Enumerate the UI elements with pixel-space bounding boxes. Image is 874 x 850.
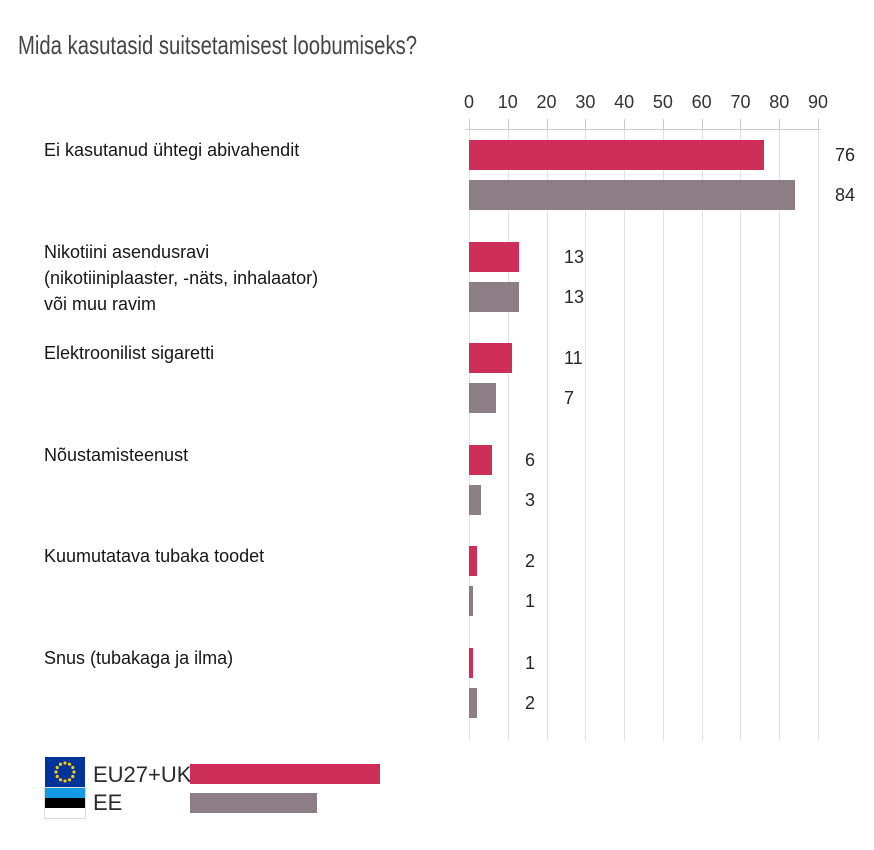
legend-swatch-ee bbox=[190, 793, 317, 813]
x-tick-mark bbox=[779, 119, 781, 129]
x-axis-tick-label: 10 bbox=[497, 92, 518, 112]
x-gridline bbox=[585, 129, 587, 741]
bar-ee bbox=[469, 180, 795, 210]
value-label-ee: 7 bbox=[564, 388, 575, 408]
x-axis-tick-label: 0 bbox=[463, 92, 474, 112]
x-axis-tick-label: 50 bbox=[652, 92, 673, 112]
value-label-eu27uk: 6 bbox=[525, 450, 536, 470]
eu-flag-icon bbox=[45, 757, 85, 787]
x-tick-mark bbox=[740, 119, 742, 129]
bar-ee bbox=[469, 586, 473, 616]
x-axis-tick-label: 40 bbox=[614, 92, 635, 112]
value-label-eu27uk: 76 bbox=[835, 145, 856, 165]
bar-eu27uk bbox=[469, 140, 764, 170]
x-axis-tick-label: 70 bbox=[730, 92, 751, 112]
bar-ee bbox=[469, 485, 481, 515]
x-axis-tick-label: 30 bbox=[575, 92, 596, 112]
value-label-ee: 84 bbox=[835, 185, 856, 205]
chart-title: Mida kasutasid suitsetamisest loobumisek… bbox=[18, 30, 418, 60]
x-gridline bbox=[701, 129, 703, 741]
bar-eu27uk bbox=[469, 648, 473, 678]
bar-eu27uk bbox=[469, 242, 520, 272]
x-gridline bbox=[546, 129, 548, 741]
axis-top-line bbox=[465, 129, 821, 130]
bar-eu27uk bbox=[469, 546, 477, 576]
category-label: Kuumutatava tubaka toodet bbox=[44, 546, 265, 566]
category-label: Elektroonilist sigaretti bbox=[44, 343, 215, 363]
x-tick-mark bbox=[507, 119, 509, 129]
x-tick-mark bbox=[585, 119, 587, 129]
x-gridline bbox=[469, 129, 470, 741]
bar-ee bbox=[469, 688, 477, 718]
value-label-ee: 13 bbox=[564, 287, 585, 307]
x-axis-tick-label: 90 bbox=[808, 92, 829, 112]
x-tick-mark bbox=[546, 119, 548, 129]
value-label-eu27uk: 11 bbox=[564, 348, 583, 368]
x-tick-mark bbox=[469, 119, 470, 129]
category-label: Snus (tubakaga ja ilma) bbox=[44, 648, 234, 668]
legend-label-eu27uk: EU27+UK bbox=[93, 762, 192, 787]
x-axis-tick-label: 80 bbox=[769, 92, 790, 112]
value-label-eu27uk: 1 bbox=[525, 653, 536, 673]
x-tick-mark bbox=[624, 119, 626, 129]
legend-swatch-eu27uk bbox=[190, 764, 380, 784]
legend-label-ee: EE bbox=[93, 790, 123, 815]
x-gridline bbox=[779, 129, 781, 741]
category-label: Ei kasutanud ühtegi abivahendit bbox=[44, 140, 300, 160]
category-label: Nõustamisteenust bbox=[44, 445, 189, 465]
x-gridline bbox=[662, 129, 664, 741]
value-label-ee: 1 bbox=[525, 591, 536, 611]
value-label-eu27uk: 13 bbox=[564, 247, 585, 267]
x-tick-mark bbox=[662, 119, 664, 129]
x-gridline bbox=[624, 129, 626, 741]
x-gridline bbox=[818, 129, 820, 741]
bar-ee bbox=[469, 282, 520, 312]
x-axis-tick-label: 60 bbox=[691, 92, 712, 112]
value-label-eu27uk: 2 bbox=[525, 551, 536, 571]
x-axis-tick-label: 20 bbox=[536, 92, 557, 112]
bar-ee bbox=[469, 383, 497, 413]
x-tick-mark bbox=[701, 119, 703, 129]
x-tick-mark bbox=[818, 119, 820, 129]
bar-eu27uk bbox=[469, 343, 512, 373]
estonia-flag-icon bbox=[44, 787, 86, 819]
category-label: Nikotiini asendusravi (nikotiiniplaaster… bbox=[44, 242, 319, 314]
bar-eu27uk bbox=[469, 445, 493, 475]
x-gridline bbox=[740, 129, 742, 741]
value-label-ee: 2 bbox=[525, 693, 536, 713]
value-label-ee: 3 bbox=[525, 490, 536, 510]
x-gridline bbox=[507, 129, 509, 741]
